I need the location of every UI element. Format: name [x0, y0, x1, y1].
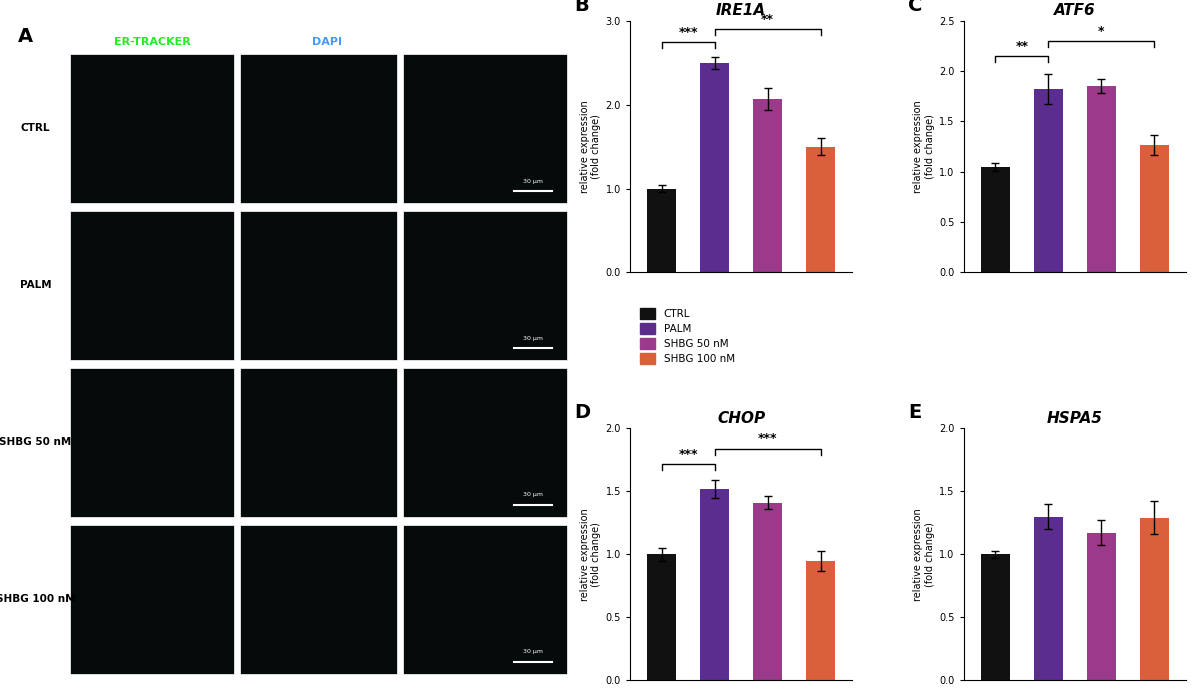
Bar — [71, 525, 234, 673]
Title: IRE1A: IRE1A — [716, 3, 767, 18]
Text: **: ** — [761, 13, 774, 26]
Text: E: E — [908, 403, 921, 423]
Text: ***: *** — [678, 26, 698, 39]
Y-axis label: relative expression
(fold change): relative expression (fold change) — [913, 508, 936, 601]
Bar — [981, 167, 1010, 273]
Bar — [647, 555, 677, 680]
Y-axis label: relative expression
(fold change): relative expression (fold change) — [913, 100, 934, 193]
Bar — [806, 561, 835, 680]
Text: D: D — [574, 403, 591, 423]
Bar — [71, 54, 234, 203]
Bar — [240, 368, 398, 516]
Title: HSPA5: HSPA5 — [1047, 411, 1102, 426]
Text: ***: *** — [678, 448, 698, 461]
Bar — [700, 489, 730, 680]
Y-axis label: relative expression
(fold change): relative expression (fold change) — [580, 508, 601, 601]
Bar — [1139, 518, 1169, 680]
Text: ***: *** — [758, 432, 778, 446]
Text: DAPI: DAPI — [313, 37, 343, 47]
Text: C: C — [908, 0, 922, 15]
Bar — [404, 54, 567, 203]
Text: CTRL: CTRL — [20, 124, 50, 133]
Bar — [806, 146, 835, 273]
Y-axis label: relative expression
(fold change): relative expression (fold change) — [580, 100, 601, 193]
Bar — [647, 189, 677, 273]
Title: CHOP: CHOP — [718, 411, 766, 426]
Text: B: B — [574, 0, 589, 15]
Text: 30 μm: 30 μm — [524, 336, 543, 341]
Text: PALM: PALM — [19, 280, 52, 290]
Bar — [404, 368, 567, 516]
Text: **: ** — [1016, 40, 1028, 53]
Text: SHBG 50 nM: SHBG 50 nM — [0, 437, 72, 447]
Text: 30 μm: 30 μm — [524, 493, 543, 498]
Bar — [754, 99, 782, 273]
Bar — [71, 211, 234, 359]
Bar — [240, 525, 398, 673]
Bar — [754, 502, 782, 680]
Bar — [404, 525, 567, 673]
Title: ATF6: ATF6 — [1054, 3, 1096, 18]
Bar — [404, 211, 567, 359]
Text: 30 μm: 30 μm — [524, 178, 543, 184]
Bar — [1034, 516, 1063, 680]
Bar — [240, 54, 398, 203]
Bar — [1087, 533, 1115, 680]
Bar — [1087, 86, 1115, 273]
Text: 30 μm: 30 μm — [524, 650, 543, 654]
Bar — [1034, 90, 1063, 273]
Text: SHBG 100 nM: SHBG 100 nM — [0, 594, 75, 604]
Bar — [71, 368, 234, 516]
Text: ER-TRACKER: ER-TRACKER — [114, 37, 190, 47]
Text: MERGED: MERGED — [464, 37, 518, 47]
Legend: CTRL, PALM, SHBG 50 nM, SHBG 100 nM: CTRL, PALM, SHBG 50 nM, SHBG 100 nM — [640, 308, 734, 364]
Bar — [240, 211, 398, 359]
Bar — [700, 62, 730, 273]
Text: *: * — [1099, 25, 1105, 37]
Text: A: A — [18, 28, 32, 46]
Bar — [981, 555, 1010, 680]
Bar — [1139, 144, 1169, 273]
